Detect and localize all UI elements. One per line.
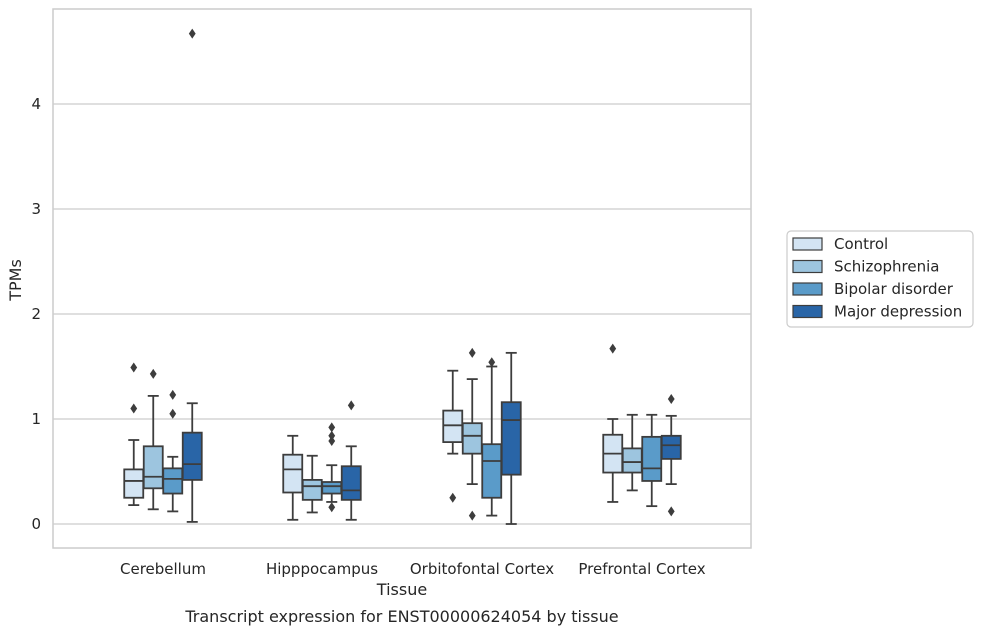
flier-0 xyxy=(667,506,675,517)
flier-1 xyxy=(328,436,336,447)
box-0-0 xyxy=(123,362,145,507)
box-body xyxy=(461,422,483,455)
y-tick-label-3: 3 xyxy=(31,200,41,218)
flier-0 xyxy=(488,357,496,368)
box-body xyxy=(481,443,503,499)
plot-frame xyxy=(52,8,752,549)
flier-0 xyxy=(449,492,457,503)
box-body xyxy=(500,401,522,476)
legend-swatch-3 xyxy=(792,304,823,319)
gridlines xyxy=(53,103,751,525)
x-tick-label-0: Cerebellum xyxy=(120,560,206,578)
flier-0 xyxy=(169,408,177,419)
box-body xyxy=(321,481,343,495)
flier-0 xyxy=(328,502,336,513)
legend-label-0: Control xyxy=(834,235,888,253)
flier-0 xyxy=(347,400,355,411)
legend: Control Schizophrenia Bipolar disorder Majo… xyxy=(786,230,974,328)
x-tick-label-2: Orbitofontal Cortex xyxy=(410,560,554,578)
y-tick-label-0: 0 xyxy=(31,515,41,533)
flier-3 xyxy=(328,422,336,433)
flier-1 xyxy=(468,347,476,358)
box-body xyxy=(282,453,304,494)
chart-caption: Transcript expression for ENST0000062405… xyxy=(184,607,618,626)
box-body xyxy=(621,447,643,474)
flier-1 xyxy=(667,394,675,405)
legend-label-2: Bipolar disorder xyxy=(834,280,954,298)
flier-2 xyxy=(328,430,336,441)
box-body xyxy=(641,435,663,482)
box-0-1 xyxy=(142,368,164,511)
box-1-1 xyxy=(301,454,323,514)
box-1-0 xyxy=(282,434,304,521)
legend-frame xyxy=(786,230,974,328)
box-body xyxy=(181,431,203,481)
legend-swatch-2 xyxy=(792,282,823,296)
x-tick-label-3: Prefrontal Cortex xyxy=(578,560,705,578)
box-3-2 xyxy=(641,413,663,508)
legend-label-1: Schizophrenia xyxy=(834,258,939,276)
box-1-3 xyxy=(340,400,362,521)
y-tick-labels: 0 1 2 3 4 xyxy=(31,95,41,533)
box-groups xyxy=(123,28,682,525)
box-body xyxy=(442,409,464,444)
y-tick-label-4: 4 xyxy=(31,95,41,113)
flier-0 xyxy=(149,368,157,379)
flier-0 xyxy=(468,510,476,521)
x-tick-label-1: Hipppocampus xyxy=(266,560,378,578)
box-0-2 xyxy=(162,389,184,513)
flier-0 xyxy=(130,403,138,414)
legend-swatch-1 xyxy=(792,259,823,274)
box-3-3 xyxy=(660,394,682,517)
box-body xyxy=(301,478,323,501)
box-body xyxy=(142,445,164,490)
flier-0 xyxy=(609,343,617,354)
x-axis-label: Tissue xyxy=(376,580,427,599)
box-2-1 xyxy=(461,347,483,521)
box-body xyxy=(162,467,184,495)
box-body xyxy=(123,468,145,499)
flier-1 xyxy=(169,389,177,400)
y-axis-label: TPMs xyxy=(6,259,25,302)
flier-1 xyxy=(130,362,138,373)
box-2-2 xyxy=(481,357,503,517)
legend-swatch-0 xyxy=(792,237,823,251)
box-body xyxy=(340,465,362,501)
x-tick-labels: Cerebellum Hipppocampus Orbitofontal Corte… xyxy=(120,560,706,578)
box-2-3 xyxy=(500,351,522,525)
flier-0 xyxy=(188,28,196,39)
y-tick-label-2: 2 xyxy=(31,305,41,323)
y-tick-label-1: 1 xyxy=(31,410,41,428)
box-0-3 xyxy=(181,28,203,523)
box-2-0 xyxy=(442,369,464,503)
box-body xyxy=(660,434,682,460)
legend-label-3: Major depression xyxy=(834,303,962,321)
